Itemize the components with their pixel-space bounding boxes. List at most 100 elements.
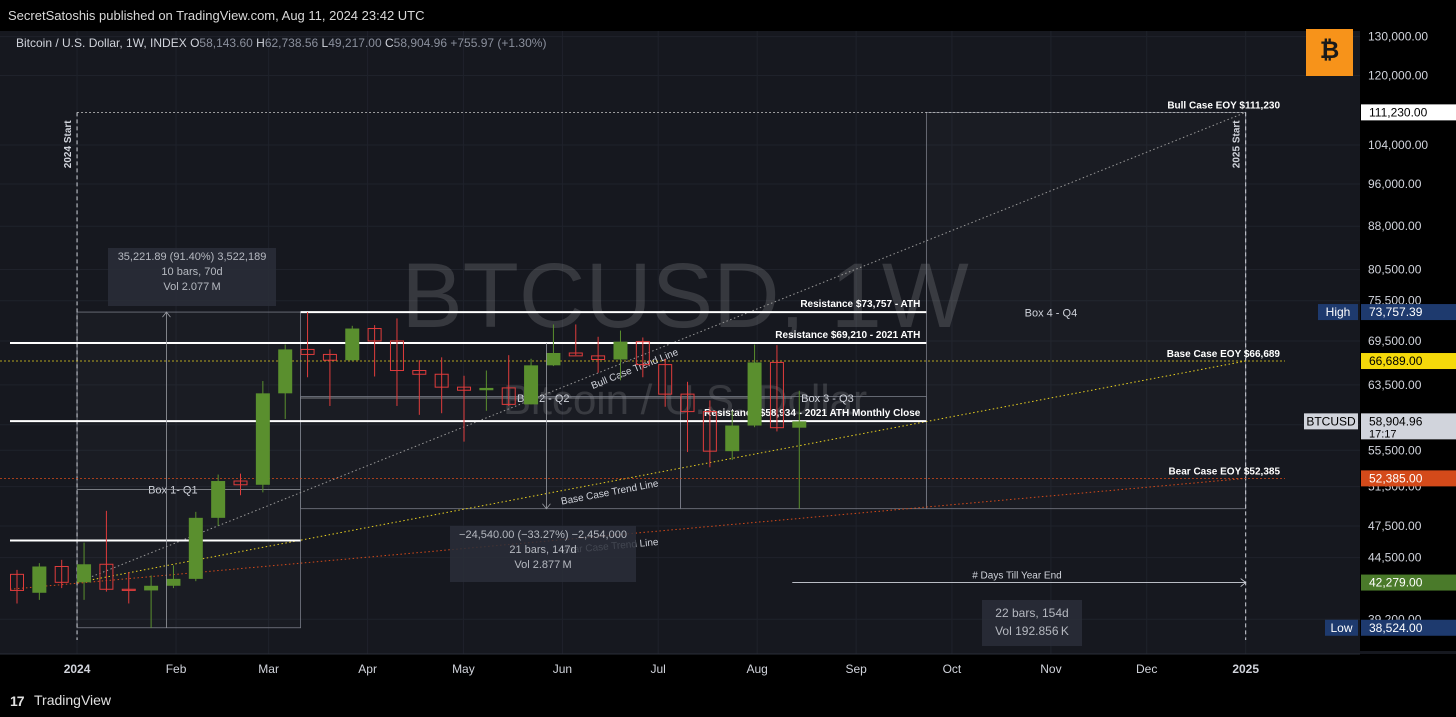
time-tick-label: Feb bbox=[166, 662, 187, 676]
price-tag-label-bg bbox=[1325, 619, 1358, 636]
ohlc-legend: Bitcoin / U.S. Dollar, 1W, INDEX O58,143… bbox=[16, 36, 546, 50]
price-tick-label: 130,000.00 bbox=[1368, 31, 1428, 44]
candle-body bbox=[792, 421, 807, 428]
price-tick-label: 44,500.00 bbox=[1368, 551, 1422, 565]
candle-body bbox=[434, 373, 449, 388]
time-tick-label: Nov bbox=[1040, 662, 1061, 676]
price-tick-label: 55,500.00 bbox=[1368, 443, 1422, 457]
price-tag-label: BTCUSD bbox=[1306, 414, 1356, 428]
stat-line: Vol 2.877 M bbox=[514, 559, 572, 571]
candle-body bbox=[255, 393, 270, 485]
days-arrow-icon bbox=[1240, 578, 1247, 587]
candle-body bbox=[322, 353, 337, 361]
price-tag-value: 73,757.39 bbox=[1369, 305, 1423, 319]
resistance-label: Resistance $58,934 - 2021 ATH Monthly Cl… bbox=[704, 408, 921, 419]
price-tag-value: 38,524.00 bbox=[1369, 621, 1423, 635]
days-till-year-end-label: # Days Till Year End bbox=[972, 571, 1062, 582]
candle-body bbox=[635, 341, 650, 366]
candle-body bbox=[613, 341, 628, 360]
candle-body bbox=[166, 578, 181, 586]
high-value: 62,738.56 bbox=[264, 36, 319, 50]
time-axis-panel bbox=[0, 654, 1456, 682]
price-tick-label: 47,500.00 bbox=[1368, 519, 1422, 533]
price-tag bbox=[1361, 574, 1456, 591]
time-tick-label: 2025 bbox=[1232, 662, 1259, 676]
bitcoin-logo-icon: ₿ bbox=[1306, 29, 1353, 76]
published-text: SecretSatoshis published on TradingView.… bbox=[8, 8, 425, 23]
resistance-levels[interactable]: Resistance $73,757 - ATH Resistance $69,2… bbox=[0, 100, 1285, 542]
candle-body bbox=[99, 563, 114, 590]
candle-body bbox=[77, 564, 92, 583]
candle-body bbox=[524, 365, 539, 405]
price-tag bbox=[1361, 304, 1456, 321]
candles bbox=[10, 312, 807, 628]
price-tick-label: 80,500.00 bbox=[1368, 263, 1422, 277]
price-tag bbox=[1361, 353, 1456, 370]
candle-body bbox=[501, 387, 516, 405]
candle-body bbox=[300, 348, 315, 355]
price-tag bbox=[1361, 413, 1456, 440]
candle-body bbox=[479, 387, 494, 391]
candle-body bbox=[769, 361, 784, 429]
box-label: Box 3 - Q3 bbox=[801, 393, 854, 405]
price-tag-label: Low bbox=[1330, 621, 1352, 635]
close-label: C bbox=[384, 36, 394, 50]
close-value: 58,904.96 bbox=[393, 36, 448, 50]
axes bbox=[0, 31, 1456, 682]
candle-body bbox=[747, 362, 762, 426]
high-label: H bbox=[256, 36, 265, 50]
stat-line: Vol 2.077 M bbox=[163, 281, 221, 293]
candle-body bbox=[680, 393, 695, 413]
symbol-title: Bitcoin / U.S. Dollar, 1W, INDEX bbox=[16, 36, 187, 50]
watermark-symbol: BTCUSD, 1W bbox=[401, 245, 969, 347]
year-markers: 2024 Start 2025 Start bbox=[63, 112, 1247, 640]
symbol-watermark: BTCUSD, 1W Bitcoin / U.S. Dollar bbox=[401, 245, 969, 423]
price-axis-panel bbox=[1360, 31, 1456, 651]
watermark-name: Bitcoin / U.S. Dollar bbox=[503, 376, 867, 423]
open-value: 58,143.60 bbox=[199, 36, 253, 50]
price-tick-label: 69,500.00 bbox=[1368, 334, 1422, 348]
stat-line: −24,540.00 (−33.27%) −2,454,000 bbox=[459, 529, 627, 541]
candle-body bbox=[725, 425, 740, 452]
price-chart[interactable]: BTCUSD, 1W Bitcoin / U.S. Dollar Box 1- … bbox=[0, 31, 1456, 682]
candle-body bbox=[389, 340, 404, 372]
price-tag-label: High bbox=[1326, 305, 1351, 319]
low-label: L bbox=[321, 36, 329, 50]
candle-body bbox=[10, 573, 24, 591]
price-tag bbox=[1361, 470, 1456, 487]
time-tick-label: Aug bbox=[746, 662, 767, 676]
candle-body bbox=[121, 588, 136, 591]
candle-body bbox=[658, 364, 673, 395]
candle-body bbox=[457, 386, 472, 391]
candle-body bbox=[546, 352, 561, 366]
price-tags: 111,230.00 73,757.39 High 66,689.00 58,904.9… bbox=[1304, 104, 1456, 636]
tradingview-logo-icon: 17 bbox=[10, 693, 25, 709]
price-tag-value: 111,230.00 bbox=[1369, 105, 1428, 119]
measure-arrow bbox=[542, 503, 551, 510]
candle-body bbox=[591, 355, 606, 360]
year-start-label: 2025 Start bbox=[1232, 120, 1243, 168]
quarter-box bbox=[925, 111, 1247, 510]
time-tick-label: Apr bbox=[358, 662, 377, 676]
price-tag-value: 58,904.96 bbox=[1369, 414, 1423, 428]
published-header: SecretSatoshis published on TradingView.… bbox=[0, 0, 1456, 31]
stat-line: 22 bars, 154d bbox=[995, 606, 1069, 620]
price-tag-label-bg bbox=[1318, 304, 1358, 321]
stat-line: 10 bars, 70d bbox=[161, 266, 223, 278]
stat-line: 35,221.89 (91.40%) 3,522,189 bbox=[117, 251, 267, 263]
measure-arrow bbox=[162, 311, 171, 318]
price-tick-label: 96,000.00 bbox=[1368, 177, 1422, 191]
time-tick-label: May bbox=[452, 662, 475, 676]
candle-body bbox=[345, 328, 360, 361]
time-tick-label: Sep bbox=[845, 662, 867, 676]
price-tag-value: 52,385.00 bbox=[1369, 471, 1423, 485]
price-tick-label: 88,000.00 bbox=[1368, 219, 1422, 233]
time-tick-label: Jun bbox=[553, 662, 572, 676]
price-tick-label: 63,500.00 bbox=[1368, 378, 1422, 392]
price-tag-label-bg bbox=[1304, 413, 1358, 430]
price-tag-countdown: 17:17 bbox=[1369, 428, 1397, 440]
price-tick-label: 104,000.00 bbox=[1368, 138, 1428, 152]
q1-measure-stats: 35,221.89 (91.40%) 3,522,189 10 bars, 70… bbox=[108, 248, 276, 306]
candle-body bbox=[32, 566, 47, 593]
